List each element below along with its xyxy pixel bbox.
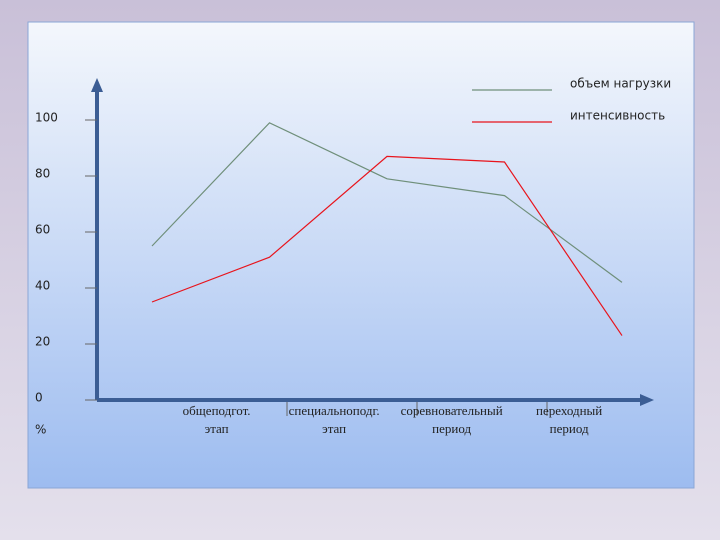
y-tick-label: 40 xyxy=(35,279,50,293)
x-tick-label: период xyxy=(550,421,589,436)
series-line xyxy=(151,122,623,283)
y-tick-label: 80 xyxy=(35,167,50,181)
x-tick-label: этап xyxy=(322,421,346,436)
x-tick-label: период xyxy=(432,421,471,436)
y-tick-label: 0 xyxy=(35,391,43,405)
series-line xyxy=(151,155,623,336)
legend-label: объем нагрузки xyxy=(570,77,671,91)
panel xyxy=(27,21,695,489)
x-tick-label: специальноподг. xyxy=(289,403,380,418)
axes xyxy=(91,78,654,406)
y-tick-label: 20 xyxy=(35,335,50,349)
y-unit: % xyxy=(35,423,46,437)
y-tick-label: 60 xyxy=(35,223,50,237)
legend-label: интенсивность xyxy=(570,109,665,123)
x-tick-label: соревновательный xyxy=(401,403,503,418)
y-tick-label: 100 xyxy=(35,111,58,125)
category-separators xyxy=(286,402,548,416)
x-tick-label: общеподгот. xyxy=(183,403,251,418)
x-tick-label: переходный xyxy=(536,403,602,418)
x-tick-label: этап xyxy=(205,421,229,436)
